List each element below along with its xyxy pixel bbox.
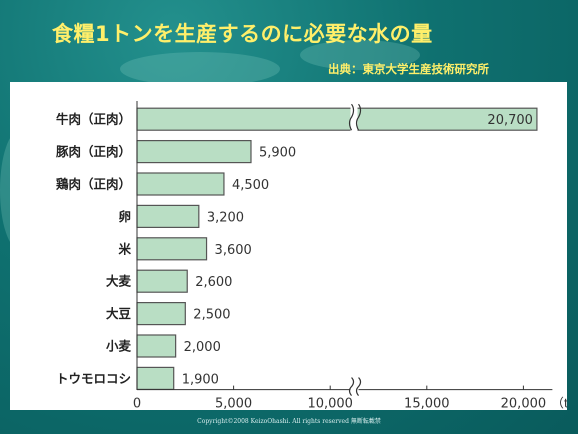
x-tick-label: 5,000 (215, 397, 252, 410)
category-label: 米 (117, 241, 131, 256)
slide-title: 食糧1トンを生産するのに必要な水の量 (52, 22, 433, 46)
value-label: 2,600 (195, 275, 232, 290)
category-label: 大麦 (106, 274, 132, 289)
axis-break-mark (355, 377, 362, 396)
axis-break-mark (348, 103, 355, 131)
bar (136, 334, 177, 358)
axis-break-gap (350, 106, 358, 133)
bar (136, 269, 188, 293)
value-label: 5,900 (259, 146, 296, 161)
value-label: 2,500 (193, 308, 230, 323)
bar (136, 172, 225, 196)
x-tick-label: 15,000 (404, 397, 450, 410)
category-label: 豚肉（正肉） (56, 144, 131, 159)
axis-break-mark (355, 103, 362, 131)
category-label: 卵 (118, 209, 131, 224)
category-label: 牛肉（正肉） (56, 112, 131, 127)
x-tick-label: 10,000 (307, 397, 353, 410)
world-map-decoration (120, 52, 280, 86)
bar (136, 366, 175, 390)
bar (136, 107, 538, 131)
source-citation: 出典：東京大学生産技術研究所 (328, 62, 489, 76)
value-label: 20,700 (487, 113, 533, 128)
category-label: トウモロコシ (56, 371, 131, 386)
bar (136, 139, 252, 164)
value-label: 3,200 (207, 210, 244, 225)
x-tick-label: 20,000 (501, 397, 547, 410)
category-label: 鶏肉（正肉） (56, 177, 131, 192)
chart-panel: 牛肉（正肉） 20,700 豚肉（正肉） 5,900 鶏肉（正肉） 4,500 卵 3,200… (10, 82, 567, 410)
world-map-decoration (300, 40, 420, 70)
category-label: 小麦 (105, 339, 132, 354)
value-label: 4,500 (232, 178, 269, 193)
water-footprint-bar-chart: 牛肉（正肉） 20,700 豚肉（正肉） 5,900 鶏肉（正肉） 4,500 卵 3,200… (56, 101, 567, 410)
axis-break-gap (350, 377, 359, 396)
value-label: 3,600 (215, 243, 252, 258)
value-label: 2,000 (184, 340, 221, 355)
bar (136, 237, 208, 261)
copyright-notice: Copyright©2008 KeizoOhashi. All rights r… (197, 418, 381, 425)
x-unit-label: （t） (551, 396, 567, 410)
category-label: 大豆 (106, 306, 132, 321)
bar (136, 302, 186, 326)
x-tick-label: 0 (133, 397, 141, 410)
value-label: 1,900 (182, 372, 219, 387)
axis-break-mark (348, 377, 355, 396)
bar (136, 204, 200, 229)
